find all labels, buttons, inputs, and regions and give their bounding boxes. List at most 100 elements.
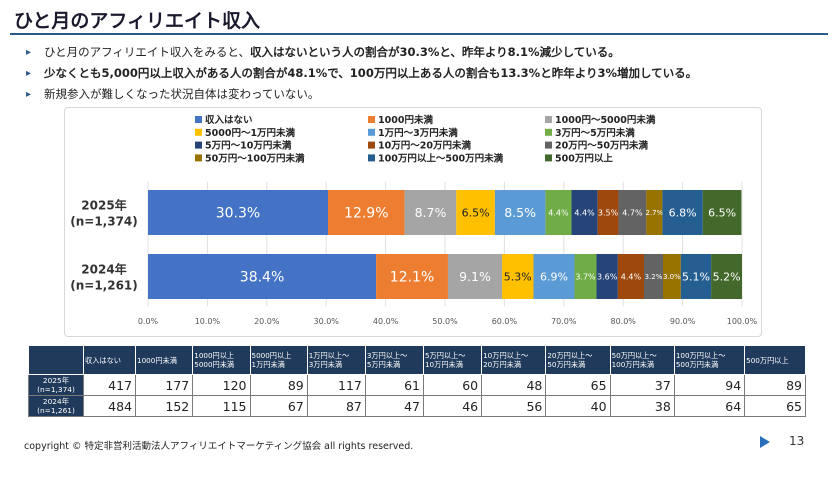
bar-segment [680,254,712,299]
x-tick-label: 40.0% [373,317,399,326]
data-label: 5.2% [713,270,741,283]
table-cell: 65 [744,395,806,417]
table-column-header: 20万円以上～ 50万円未満 [545,345,611,375]
x-tick-label: 0.0% [138,317,159,326]
bullet-3: 新規参入が難しくなった状況自体は変わっていない。 [26,84,826,105]
table-row-header: 2025年 (n=1,374) [28,374,84,396]
legend-swatch [545,154,552,162]
table-cell: 177 [135,374,194,396]
x-tick-label: 30.0% [313,317,339,326]
legend-label: 500万円以上 [555,152,613,164]
table-cell: 56 [481,395,547,417]
data-label: 8.5% [504,205,536,220]
legend-swatch [195,141,202,149]
legend-label: 1000円未満 [378,114,433,126]
bar-segment [617,254,644,299]
data-label: 3.5% [598,208,619,217]
bar-segment [404,190,457,235]
bar-segment [148,190,328,235]
bar-segment [327,190,405,235]
category-label: (n=1,261) [70,279,138,293]
data-label: 30.3% [216,206,260,222]
bar-segment [618,190,647,235]
x-tick-label: 100.0% [727,317,758,326]
category-label: 2025年 [81,198,126,213]
data-label: 4.4% [548,208,569,217]
table-cell: 48 [481,374,547,396]
table-cell: 40 [545,395,611,417]
data-label: 5.3% [504,270,532,283]
data-label: 6.9% [540,270,568,283]
legend-label: 10万円～20万円未満 [378,140,471,152]
x-tick-label: 80.0% [610,317,636,326]
table-column-header: 500万円以上 [744,345,806,375]
page-number: 13 [789,434,805,448]
bar-segment [702,190,742,235]
data-label: 3.6% [597,272,618,281]
data-label: 12.9% [344,206,388,222]
bar-segment [494,190,546,235]
table-cell: 64 [673,395,746,417]
bar-segment [456,190,495,235]
data-label: 38.4% [240,270,284,286]
page-title: ひと月のアフィリエイト収入 [14,10,261,32]
table-cell: 67 [249,395,308,417]
category-label: (n=1,374) [70,215,138,229]
data-label: 4.4% [574,208,595,217]
data-label: 6.8% [669,206,697,219]
table-cell: 89 [249,374,308,396]
table-row: 2025年 (n=1,374) 417 177 120 89 117 61 60 48 65 37 94… [28,374,806,396]
x-tick-label: 50.0% [432,317,458,326]
bullet-1-lead: ひと月のアフィリエイト収入をみると、 [44,45,250,59]
title-underline [10,33,828,35]
table-cell: 65 [545,374,611,396]
table-row: 2024年 (n=1,261) 484 152 115 67 87 47 46 56 40 38 64 6… [28,395,806,417]
table-column-header: 1000円以上 5000円未満 [192,345,251,375]
legend-label: 収入はない [205,114,253,126]
x-tick-label: 60.0% [492,317,518,326]
table-column-header: 5万円以上～ 10万円未満 [422,345,483,375]
bar-segment [711,254,742,299]
table-column-header: 1万円以上～ 3万円未満 [306,345,366,375]
bar-segment [646,190,663,235]
table-column-header: 5000円以上 1万円未満 [249,345,308,375]
bullet-1: ひと月のアフィリエイト収入をみると、収入はないという人の割合が30.3%と、昨年… [26,42,826,63]
table-cell: 37 [609,374,675,396]
table-cell: 120 [192,374,251,396]
bar-segment [571,190,598,235]
table-column-header: 3万円以上～ 5万円未満 [364,345,424,375]
data-label: 4.7% [622,208,643,217]
table-column-header: 100万円以上～ 500万円未満 [673,345,746,375]
table-cell: 417 [82,374,137,396]
table-cell: 89 [744,374,806,396]
table-cell: 60 [422,374,483,396]
bar-segment [596,254,618,299]
legend-label: 1万円～3万円未満 [378,127,458,139]
table-column-header: 1000円未満 [135,345,194,375]
table-body: 2025年 (n=1,374) 417 177 120 89 117 61 60 48 65 37 94… [28,374,806,417]
table-column-header: 10万円以上～ 20万円未満 [481,345,547,375]
table-cell: 152 [135,395,194,417]
data-label: 3.7% [575,272,596,281]
bar-segment [533,254,575,299]
table-cell: 47 [364,395,424,417]
legend-swatch [368,141,375,149]
data-label: 3.2% [645,273,663,281]
data-label: 3.0% [663,273,681,281]
data-label: 4.4% [621,272,642,281]
table-cell: 87 [306,395,366,417]
data-label: 6.5% [462,206,490,219]
legend-swatch [545,128,552,136]
legend-swatch [195,116,202,123]
bar-segment [502,254,534,299]
table-cell: 117 [306,374,366,396]
data-label: 12.1% [390,270,434,286]
legend-label: 3万円～5万円未満 [555,127,635,139]
table-cell: 94 [673,374,746,396]
stacked-bar-chart: 収入はない 1000円未満 1000円～5000円未満 5000円～1万円未満 1万円～… [70,114,758,326]
table-corner [28,345,84,375]
table-row-header: 2024年 (n=1,261) [28,395,84,417]
x-tick-label: 90.0% [670,317,696,326]
legend-label: 5000円～1万円未満 [205,127,296,139]
data-label: 2.7% [645,209,663,217]
